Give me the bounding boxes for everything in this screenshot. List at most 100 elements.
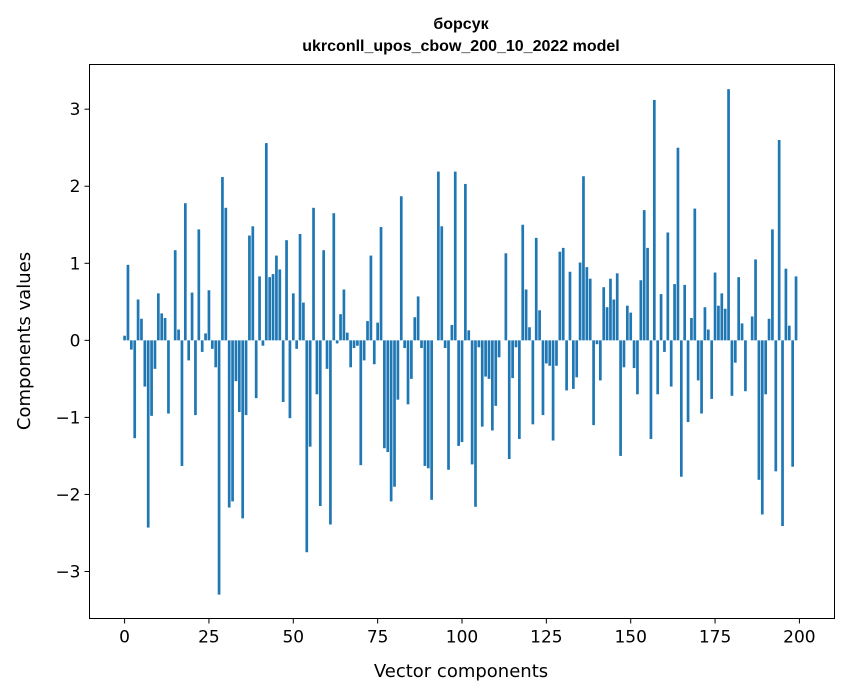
bar-component-99 xyxy=(457,340,460,446)
bar-component-154 xyxy=(642,210,646,341)
bar-component-84 xyxy=(406,340,410,405)
x-tick-label: 25 xyxy=(198,628,220,648)
bar-component-129 xyxy=(558,251,562,341)
bar-component-117 xyxy=(518,340,521,439)
bar-component-102 xyxy=(467,330,471,341)
bar-component-64 xyxy=(339,314,342,341)
bar-component-119 xyxy=(524,289,528,341)
bar-component-104 xyxy=(474,340,477,507)
bar-component-66 xyxy=(345,332,349,341)
x-tick-label: 200 xyxy=(783,628,815,648)
x-tick-label: 175 xyxy=(699,628,731,648)
x-tick-label: 150 xyxy=(614,628,646,648)
x-tick-label: 75 xyxy=(367,628,389,648)
bar-component-122 xyxy=(534,237,538,341)
bar-component-190 xyxy=(764,340,768,395)
bar-component-49 xyxy=(288,340,292,419)
bar-component-146 xyxy=(615,273,619,341)
bar-component-197 xyxy=(787,325,791,341)
bar-component-179 xyxy=(727,89,730,341)
bar-component-181 xyxy=(733,340,737,363)
bar-component-163 xyxy=(673,284,676,341)
bar-component-177 xyxy=(720,293,724,341)
x-tick-label: 50 xyxy=(282,628,304,648)
bar-component-91 xyxy=(430,340,433,500)
bar-component-29 xyxy=(221,176,224,341)
bar-component-141 xyxy=(598,340,602,381)
bar-component-113 xyxy=(504,253,508,341)
bar-component-97 xyxy=(450,324,454,341)
bar-component-50 xyxy=(291,293,295,341)
bar-component-65 xyxy=(342,289,346,341)
bar-component-0 xyxy=(123,335,126,341)
bar-component-3 xyxy=(133,340,137,439)
bar-component-110 xyxy=(494,340,498,406)
bar-component-82 xyxy=(399,196,403,341)
bar-component-75 xyxy=(376,322,379,341)
bar-component-76 xyxy=(379,227,383,341)
bar-component-22 xyxy=(197,229,201,341)
bar-component-38 xyxy=(251,226,255,341)
bar-component-199 xyxy=(794,276,798,341)
bar-component-120 xyxy=(528,327,531,341)
bar-component-95 xyxy=(443,340,447,349)
bar-component-58 xyxy=(318,340,322,507)
y-tick-label: −2 xyxy=(55,485,80,505)
bar-component-100 xyxy=(460,340,464,443)
bar-component-52 xyxy=(298,234,302,341)
bar-component-32 xyxy=(231,340,234,502)
bar-component-1 xyxy=(126,264,130,341)
bar-component-79 xyxy=(389,340,393,502)
bar-component-150 xyxy=(629,312,633,341)
bar-component-139 xyxy=(592,340,595,426)
bar-component-187 xyxy=(754,259,757,341)
bar-component-153 xyxy=(639,280,643,341)
bar-component-180 xyxy=(730,340,734,396)
bar-component-57 xyxy=(315,340,319,395)
bar-component-45 xyxy=(275,255,278,341)
bar-component-31 xyxy=(227,340,231,508)
bar-component-81 xyxy=(396,340,400,400)
x-tick-label: 100 xyxy=(446,628,478,648)
bar-component-156 xyxy=(649,340,653,439)
bar-component-25 xyxy=(207,290,211,341)
bar-component-59 xyxy=(322,250,326,341)
chart-title-line-2: ukrconll_upos_cbow_200_10_2022 model xyxy=(302,38,619,55)
bar-component-42 xyxy=(264,143,268,341)
bar-component-198 xyxy=(791,340,795,467)
bar-component-175 xyxy=(713,272,717,341)
bar-component-71 xyxy=(362,340,366,361)
bar-component-43 xyxy=(268,277,272,341)
bar-component-107 xyxy=(484,340,487,377)
bar-component-149 xyxy=(625,305,629,341)
bar-component-4 xyxy=(136,299,140,341)
x-tick-label: 125 xyxy=(530,628,562,648)
bar-component-60 xyxy=(325,340,329,369)
bar-component-188 xyxy=(757,340,761,480)
bar-component-184 xyxy=(744,340,747,392)
bar-component-7 xyxy=(146,340,150,528)
bar-component-169 xyxy=(693,208,697,341)
bar-component-155 xyxy=(646,247,649,341)
bar-component-47 xyxy=(281,340,285,402)
bar-component-16 xyxy=(177,329,180,341)
bar-component-183 xyxy=(740,323,744,341)
bar-component-55 xyxy=(308,340,312,447)
bar-component-98 xyxy=(453,171,457,341)
bar-component-28 xyxy=(217,340,221,595)
bar-component-125 xyxy=(545,340,548,364)
bar-component-34 xyxy=(237,340,241,413)
bar-component-111 xyxy=(497,340,501,358)
bar-component-85 xyxy=(410,340,413,379)
bar-component-106 xyxy=(480,340,484,427)
bar-component-96 xyxy=(447,340,450,470)
bar-component-10 xyxy=(156,293,160,341)
bar-component-161 xyxy=(666,232,670,341)
bar-component-147 xyxy=(619,340,622,456)
bar-component-132 xyxy=(568,271,572,341)
bar-component-94 xyxy=(440,226,444,341)
bar-component-157 xyxy=(652,99,656,341)
bar-component-44 xyxy=(271,274,275,341)
bar-component-72 xyxy=(366,321,369,341)
bar-component-193 xyxy=(774,340,778,472)
